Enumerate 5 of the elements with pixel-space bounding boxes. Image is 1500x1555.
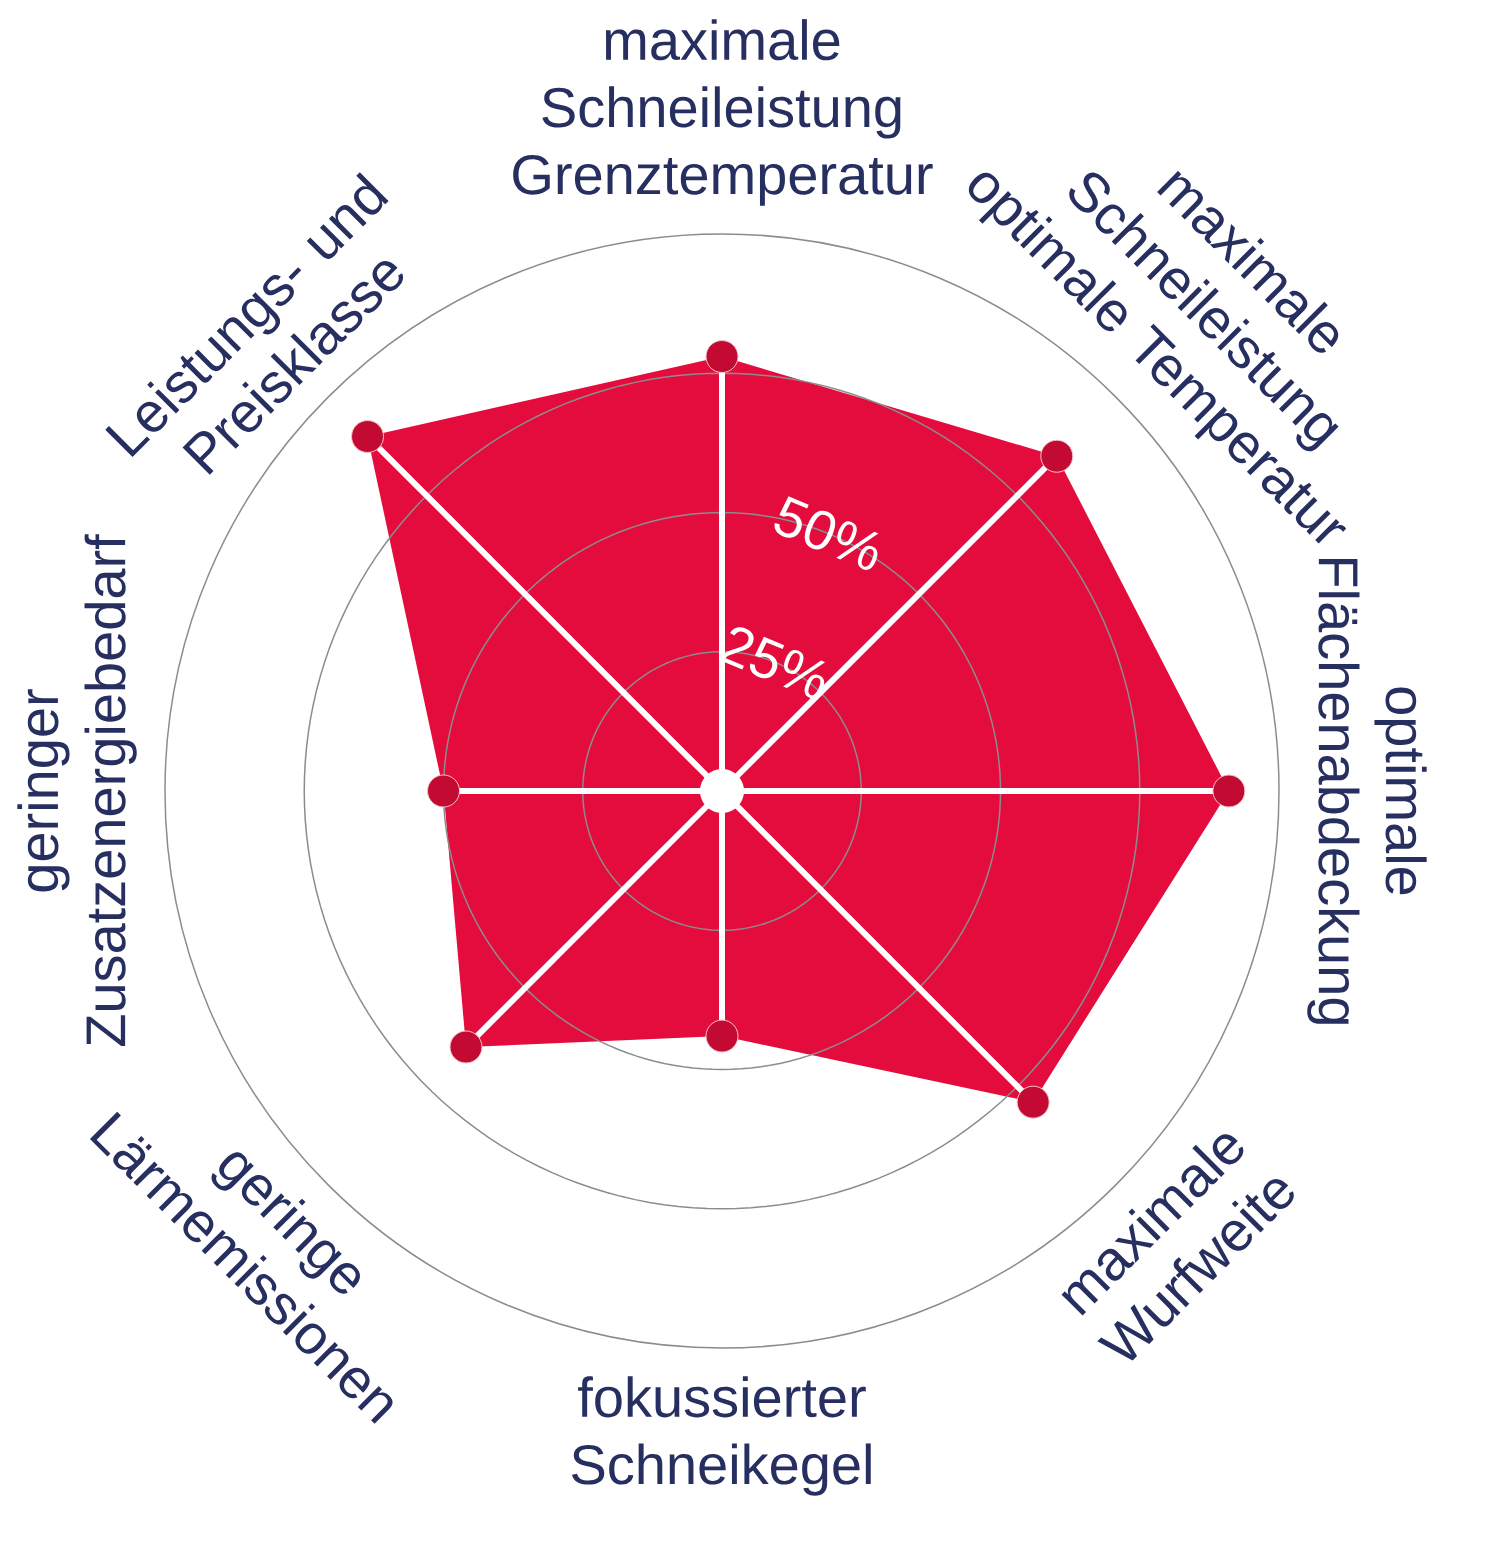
spoke-label: optimale Flächenabdeckung xyxy=(1307,558,1427,1024)
spoke-label: geringer Zusatzenergiebedarf xyxy=(17,534,137,1047)
spoke-label: maximale Schneileistung Grenztemperatur xyxy=(513,19,933,206)
y-tick-label: 50% xyxy=(774,496,879,570)
spoke-label: fokussierter Schneikegel xyxy=(571,1376,871,1496)
